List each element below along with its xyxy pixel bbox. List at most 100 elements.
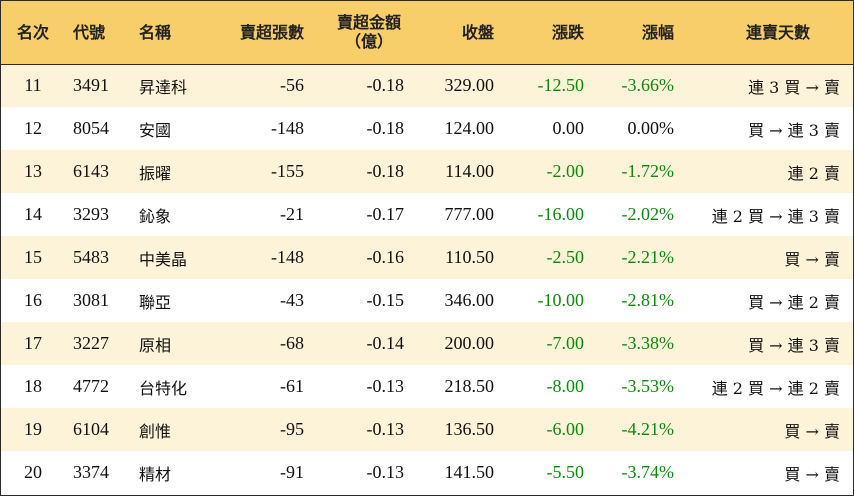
code-cell: 3081 (73, 290, 109, 310)
sell-amount-cell: -0.15 (366, 290, 405, 310)
name-cell: 振曜 (139, 163, 172, 183)
change-cell: -10.00 (537, 290, 585, 310)
sell-amount-cell: -0.17 (366, 204, 405, 224)
streak-cell: 買 → 賣 (784, 249, 840, 269)
close-cell: 218.50 (444, 376, 495, 396)
sell-lots-cell: -56 (280, 75, 304, 96)
code-cell: 4772 (73, 376, 109, 396)
change-pct-cell: -4.21% (621, 419, 675, 439)
table-row: 15 5483 中美晶 -148 -0.16 110.50 -2.50 -2.2… (1, 236, 853, 279)
table-body: 11 3491 昇達科 -56 -0.18 329.00 -12.50 -3.6… (1, 64, 853, 494)
change-cell: -7.00 (546, 333, 585, 353)
rank-cell: 14 (24, 204, 42, 224)
sell-lots-cell: -148 (271, 247, 304, 267)
table-row: 16 3081 聯亞 -43 -0.15 346.00 -10.00 -2.81… (1, 279, 853, 322)
streak-cell: 連 3 買 → 賣 (748, 77, 840, 97)
change-cell: -2.00 (546, 161, 585, 181)
close-cell: 114.00 (445, 161, 494, 181)
close-cell: 124.00 (444, 118, 495, 138)
sell-amount-cell: -0.13 (366, 376, 405, 396)
sell-amount-cell: -0.18 (366, 161, 405, 181)
table-row: 20 3374 精材 -91 -0.13 141.50 -5.50 -3.74%… (1, 451, 853, 494)
table-row: 13 6143 振曜 -155 -0.18 114.00 -2.00 -1.72… (1, 150, 853, 193)
col-header-change: 漲跌 (503, 1, 593, 65)
table-row: 19 6104 創惟 -95 -0.13 136.50 -6.00 -4.21%… (1, 408, 853, 451)
col-header-code: 代號 (65, 1, 131, 65)
sell-lots-cell: -95 (280, 419, 304, 439)
table-row: 12 8054 安國 -148 -0.18 124.00 0.00 0.00% … (1, 107, 853, 150)
name-cell: 安國 (139, 120, 172, 140)
rank-cell: 13 (24, 161, 42, 181)
close-cell: 141.50 (444, 462, 495, 482)
col-header-sell-amount: 賣超金額 （億） (313, 1, 413, 65)
change-cell: -2.50 (546, 247, 585, 267)
change-cell: -5.50 (546, 462, 585, 482)
table-row: 14 3293 鈊象 -21 -0.17 777.00 -16.00 -2.02… (1, 193, 853, 236)
close-cell: 110.50 (445, 247, 494, 267)
code-cell: 3293 (73, 204, 109, 224)
close-cell: 346.00 (444, 290, 495, 310)
sell-amount-cell: -0.13 (366, 462, 405, 482)
rank-cell: 17 (24, 333, 42, 353)
col-header-close: 收盤 (413, 1, 503, 65)
close-cell: 200.00 (444, 333, 495, 353)
code-cell: 5483 (73, 247, 109, 267)
streak-cell: 買 → 連 3 賣 (748, 120, 840, 140)
sell-amount-cell: -0.14 (366, 333, 405, 353)
col-header-change-pct: 漲幅 (593, 1, 683, 65)
table-row: 18 4772 台特化 -61 -0.13 218.50 -8.00 -3.53… (1, 365, 853, 408)
sell-lots-cell: -43 (280, 290, 304, 310)
change-pct-cell: 0.00% (627, 118, 675, 138)
sell-lots-cell: -68 (280, 333, 304, 353)
change-cell: -8.00 (546, 376, 585, 396)
streak-cell: 買 → 連 2 賣 (748, 292, 840, 312)
col-header-streak: 連賣天數 (683, 1, 853, 65)
code-cell: 3227 (73, 333, 109, 353)
sell-lots-cell: -21 (280, 204, 304, 224)
col-header-sell-amount-line1: 賣超金額 (336, 13, 401, 33)
rank-cell: 15 (24, 247, 42, 267)
change-cell: -12.50 (537, 75, 585, 96)
streak-cell: 連 2 買 → 連 2 賣 (711, 378, 840, 398)
streak-cell: 買 → 連 3 賣 (748, 335, 840, 355)
streak-cell: 連 2 賣 (787, 163, 840, 183)
name-cell: 昇達科 (139, 77, 188, 97)
sell-lots-cell: -148 (271, 118, 304, 138)
col-header-sell-lots: 賣超張數 (213, 1, 313, 65)
code-cell: 6104 (73, 419, 109, 439)
name-cell: 鈊象 (139, 206, 172, 226)
streak-cell: 買 → 賣 (784, 464, 840, 484)
rank-cell: 11 (24, 75, 42, 96)
sell-lots-cell: -155 (271, 161, 304, 181)
header-row: 名次 代號 名稱 賣超張數 賣超金額 （億） 收盤 漲跌 漲幅 連賣天數 (1, 1, 853, 65)
name-cell: 創惟 (139, 421, 172, 441)
change-pct-cell: -3.74% (621, 462, 675, 482)
change-cell: -16.00 (537, 204, 585, 224)
sell-lots-cell: -61 (280, 376, 304, 396)
change-cell: -6.00 (546, 419, 585, 439)
rank-cell: 20 (24, 462, 42, 482)
name-cell: 精材 (139, 464, 172, 484)
change-pct-cell: -2.81% (621, 290, 675, 310)
code-cell: 3491 (73, 75, 109, 96)
streak-cell: 買 → 賣 (784, 421, 840, 441)
streak-cell: 連 2 買 → 連 3 賣 (711, 206, 840, 226)
code-cell: 6143 (73, 161, 109, 181)
change-pct-cell: -3.38% (621, 333, 675, 353)
sell-amount-cell: -0.16 (366, 247, 405, 267)
table-row: 17 3227 原相 -68 -0.14 200.00 -7.00 -3.38%… (1, 322, 853, 365)
close-cell: 777.00 (444, 204, 495, 224)
col-header-rank: 名次 (1, 1, 65, 65)
name-cell: 中美晶 (139, 249, 188, 269)
rank-cell: 19 (24, 419, 42, 439)
sell-lots-cell: -91 (280, 462, 304, 482)
table-row: 11 3491 昇達科 -56 -0.18 329.00 -12.50 -3.6… (1, 64, 853, 107)
sell-amount-cell: -0.18 (366, 75, 405, 96)
name-cell: 聯亞 (139, 292, 172, 312)
sell-amount-cell: -0.13 (366, 419, 405, 439)
change-pct-cell: -2.02% (621, 204, 675, 224)
col-header-sell-amount-line2: （億） (344, 32, 393, 52)
name-cell: 原相 (139, 335, 172, 355)
